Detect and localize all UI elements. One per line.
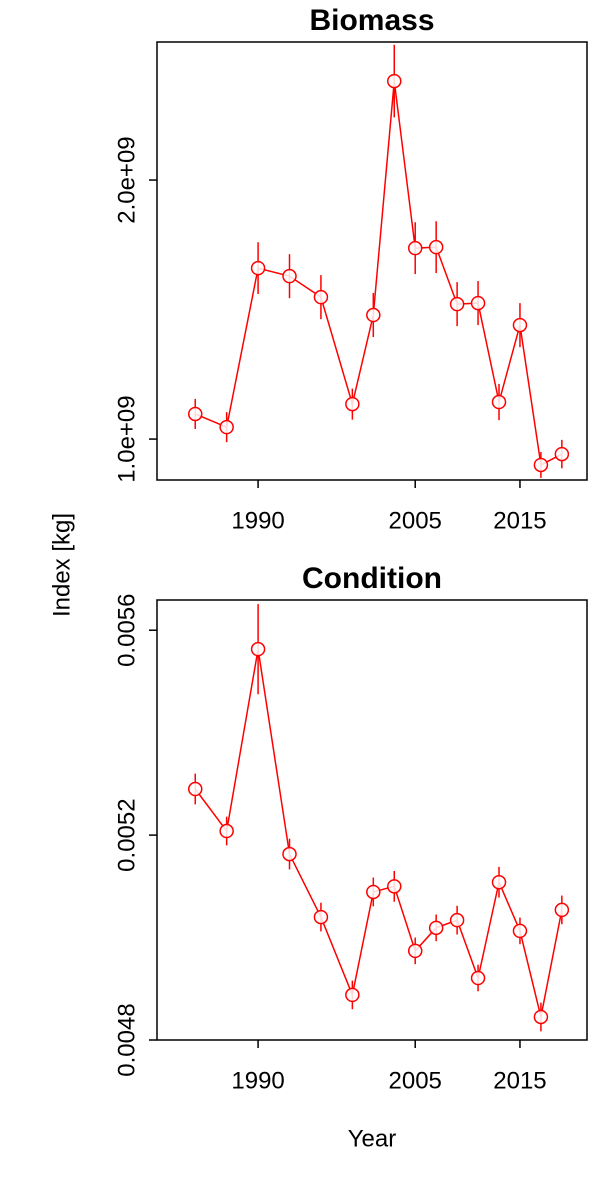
x-axis-label: Year	[348, 1125, 397, 1152]
point	[345, 987, 360, 1003]
point	[491, 394, 507, 410]
point	[250, 260, 266, 276]
x-tick-label: 1990	[231, 507, 284, 534]
point	[345, 396, 360, 412]
point	[366, 307, 381, 323]
point	[366, 884, 381, 900]
y-tick-label: 0.0048	[113, 1003, 140, 1076]
point	[449, 296, 465, 312]
point	[491, 874, 507, 890]
x-tick-label: 2015	[493, 1067, 546, 1094]
point	[387, 879, 402, 894]
point	[219, 823, 234, 839]
panel-title: Biomass	[309, 4, 434, 37]
point	[407, 943, 423, 959]
x-tick-label: 2005	[389, 507, 442, 534]
point	[533, 457, 549, 473]
y-tick-label: 0.0052	[113, 798, 140, 871]
y-axis-label: Index [kg]	[48, 513, 75, 617]
point	[470, 970, 486, 986]
point	[470, 295, 486, 311]
point	[250, 641, 266, 657]
plot-frame	[156, 599, 588, 1041]
point	[282, 268, 297, 284]
point	[512, 317, 528, 333]
x-tick-label: 1990	[231, 1067, 284, 1094]
point	[187, 781, 203, 797]
x-tick-label: 2015	[493, 507, 546, 534]
point	[407, 240, 423, 256]
x-tick-label: 2005	[389, 1067, 442, 1094]
point	[282, 846, 297, 862]
series-line	[194, 81, 563, 467]
point	[187, 406, 203, 422]
plot-frame	[156, 41, 588, 481]
y-tick-label: 1.0e+09	[113, 395, 140, 482]
point	[449, 912, 465, 928]
point	[554, 902, 570, 918]
point	[219, 419, 234, 435]
point	[313, 909, 329, 925]
y-tick-label: 0.0056	[113, 594, 140, 667]
point	[428, 920, 444, 936]
point	[554, 446, 570, 462]
point	[512, 923, 528, 939]
y-tick-label: 2.0e+09	[113, 136, 140, 223]
panel-title: Condition	[302, 562, 442, 595]
series-line	[194, 649, 563, 1018]
point	[313, 289, 329, 305]
point	[387, 73, 402, 89]
point	[428, 239, 444, 255]
point	[533, 1009, 549, 1025]
